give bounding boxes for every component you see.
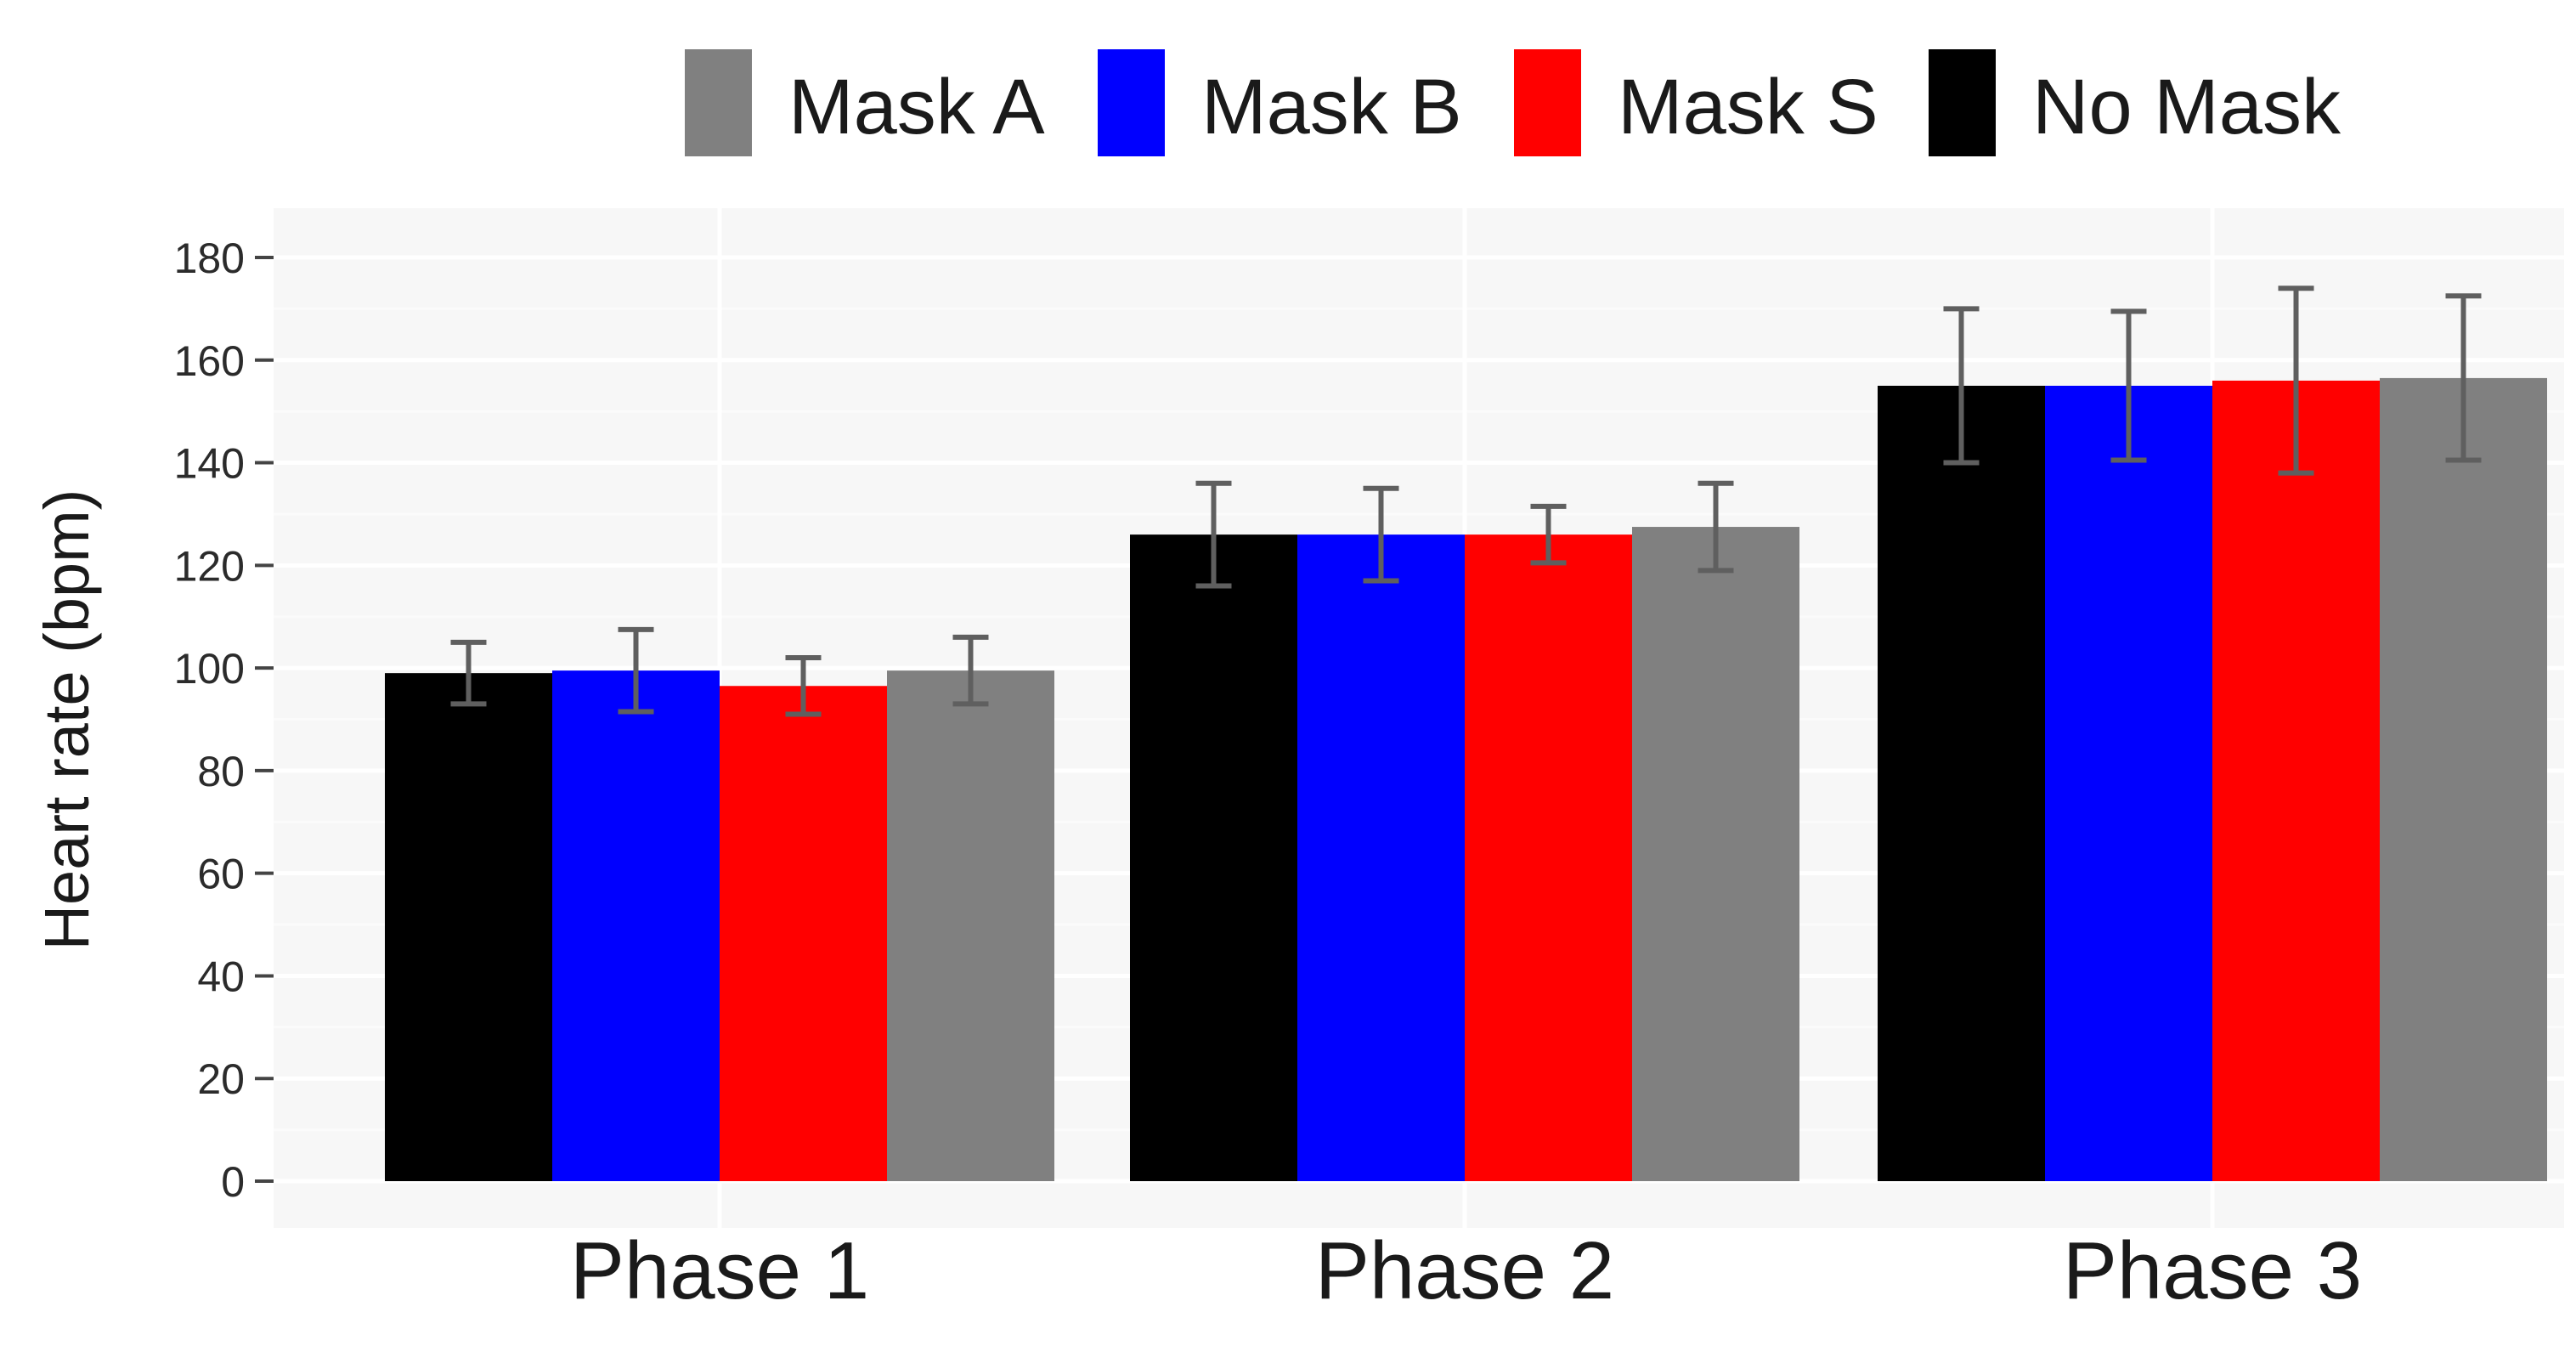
bar-mask-a-phase-2 [1632,527,1799,1181]
error-bar-mask-s-phase-2 [1530,503,1567,566]
error-bar-mask-s-phase-3 [2278,286,2314,476]
error-bar-mask-a-phase-2 [1698,480,1734,574]
legend-item-no-mask: No Mask [1929,49,2342,156]
legend-swatch-mask-a [685,49,752,156]
legend-label-mask-a: Mask A [788,64,1045,150]
error-bar-no-mask-phase-2 [1195,480,1232,589]
error-bar-mask-b-phase-3 [2110,308,2147,463]
y-tick-label: 0 [221,1158,245,1206]
bar-no-mask-phase-3 [1878,385,2045,1181]
bar-mask-b-phase-3 [2045,385,2212,1181]
x-tick-label-phase-2: Phase 2 [1315,1225,1614,1316]
legend-swatch-mask-s [1514,49,1581,156]
bars [385,377,2547,1181]
x-tick-label-phase-1: Phase 1 [570,1225,869,1316]
bar-no-mask-phase-2 [1130,534,1297,1181]
legend-label-mask-s: Mask S [1618,64,1878,150]
legend-item-mask-b: Mask B [1098,49,1462,156]
error-bar-mask-a-phase-1 [952,634,989,707]
bar-mask-s-phase-1 [720,686,887,1181]
y-tick-label: 40 [197,953,245,1000]
legend-label-mask-b: Mask B [1201,64,1462,150]
legend-label-no-mask: No Mask [2032,64,2342,150]
bar-mask-b-phase-2 [1297,534,1465,1181]
error-bar-mask-b-phase-2 [1363,485,1399,584]
y-tick-label: 160 [174,337,245,385]
error-bar-no-mask-phase-3 [1943,306,1980,466]
legend-item-mask-a: Mask A [685,49,1045,156]
bar-no-mask-phase-1 [385,673,552,1181]
legend-item-mask-s: Mask S [1514,49,1878,156]
error-bars [450,286,2482,717]
legend-swatch-mask-b [1098,49,1165,156]
x-axis: Phase 1 Phase 2 Phase 3 [570,1225,2362,1316]
bar-mask-b-phase-1 [552,670,720,1181]
error-bar-no-mask-phase-1 [450,639,487,707]
y-tick-label: 140 [174,440,245,488]
bar-mask-a-phase-1 [887,670,1054,1181]
y-axis-title: Heart rate (bpm) [31,489,102,951]
error-bar-mask-b-phase-1 [618,626,654,715]
y-tick-label: 120 [174,542,245,590]
y-tick-label: 180 [174,235,245,282]
legend-swatch-no-mask [1929,49,1996,156]
x-tick-label-phase-3: Phase 3 [2063,1225,2362,1316]
y-axis: 0 20 40 60 80 100 120 140 160 180 [174,235,274,1206]
error-bar-mask-s-phase-1 [785,655,822,717]
bar-mask-s-phase-3 [2212,380,2380,1181]
y-tick-label: 60 [197,851,245,898]
y-tick-label: 80 [197,748,245,795]
bar-mask-s-phase-2 [1465,534,1632,1181]
y-tick-label: 20 [197,1055,245,1103]
y-tick-label: 100 [174,645,245,693]
legend: Mask A Mask B Mask S No Mask [685,49,2342,156]
error-bar-mask-a-phase-3 [2445,293,2482,463]
bar-mask-a-phase-3 [2380,377,2547,1181]
